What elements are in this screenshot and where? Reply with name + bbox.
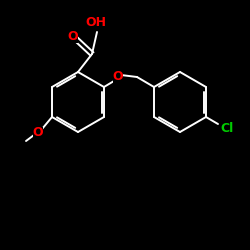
Text: O: O	[33, 126, 43, 140]
Text: Cl: Cl	[220, 122, 234, 134]
Text: O: O	[113, 70, 123, 84]
Text: O: O	[68, 30, 78, 43]
Text: OH: OH	[86, 16, 106, 30]
